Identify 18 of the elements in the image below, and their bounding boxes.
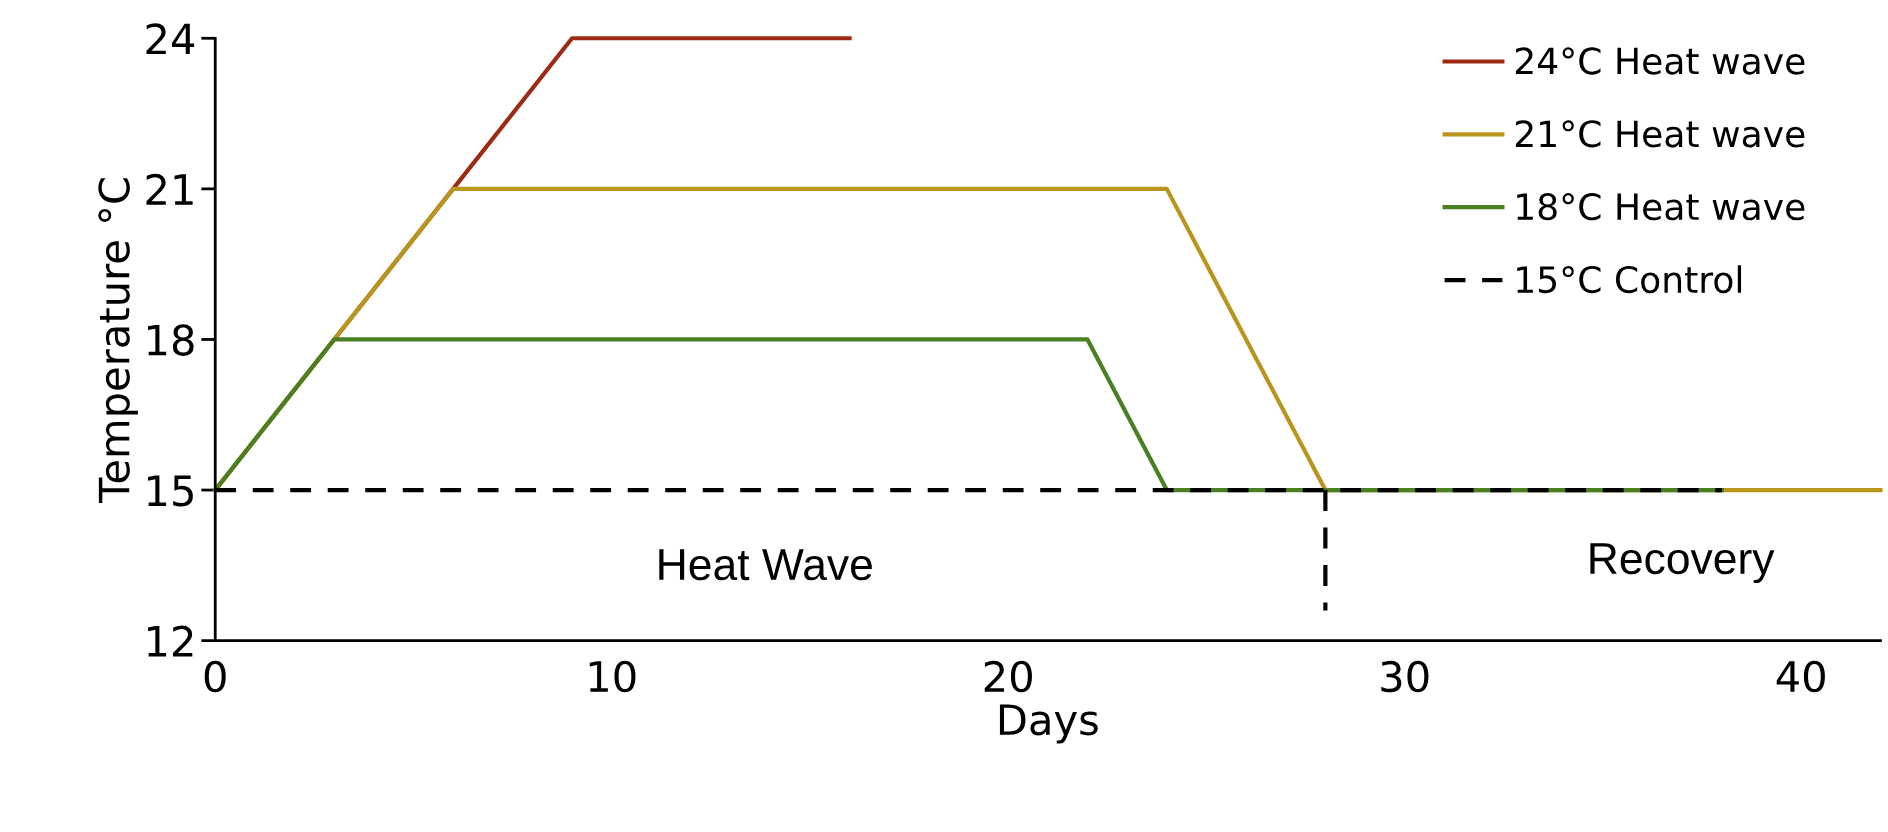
annotation: Heat Wave bbox=[659, 549, 872, 581]
x-tick-label: 0 bbox=[204, 660, 226, 693]
y-tick-label: 21 bbox=[146, 173, 193, 205]
x-tick-label: 20 bbox=[984, 660, 1032, 693]
y-tick-label: 15 bbox=[148, 475, 193, 507]
x-tick-label: 10 bbox=[589, 660, 636, 693]
x-axis-title: Days bbox=[999, 704, 1098, 744]
y-axis-title: Temperature °C bbox=[98, 178, 138, 504]
legend-label: 15°C Control bbox=[1517, 265, 1742, 294]
y-tick-label: 12 bbox=[148, 625, 193, 657]
y-tick-label: 18 bbox=[148, 324, 194, 356]
legend-label: 21°C Heat wave bbox=[1515, 120, 1805, 148]
x-tick-label: 40 bbox=[1776, 660, 1825, 693]
legend-label: 18°C Heat wave bbox=[1517, 193, 1805, 221]
annotation: Recovery bbox=[1590, 543, 1775, 584]
legend-label: 24°C Heat wave bbox=[1515, 47, 1805, 75]
x-tick-label: 30 bbox=[1381, 660, 1429, 693]
y-tick-label: 24 bbox=[146, 23, 195, 55]
